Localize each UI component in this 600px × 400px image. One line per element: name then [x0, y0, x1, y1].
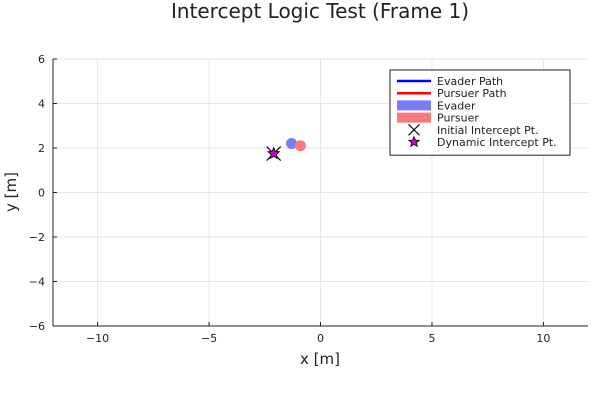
dynamic-intercept-pt-point — [266, 146, 281, 160]
legend-swatch-initial-intercept-pt — [408, 123, 420, 136]
legend-label-evader-path: Evader Path — [437, 75, 503, 88]
pursuer-point — [294, 140, 306, 152]
evader-point — [286, 138, 298, 150]
x-tick-label: 5 — [428, 332, 435, 345]
plot-area — [266, 138, 306, 161]
legend-label-dynamic-intercept-pt: Dynamic Intercept Pt. — [437, 136, 557, 149]
legend-swatch-dynamic-intercept-pt — [407, 135, 421, 148]
legend-label-pursuer: Pursuer — [437, 112, 479, 125]
y-tick-label: −6 — [29, 320, 45, 333]
y-tick-label: −2 — [29, 231, 45, 244]
legend-swatch-pursuer — [397, 112, 431, 123]
y-axis-label: y [m] — [2, 172, 20, 212]
legend-swatch-evader — [397, 100, 431, 111]
axes: −10 −5 0 5 10 −6 −4 −2 0 2 4 6 — [29, 53, 588, 345]
chart-title: Intercept Logic Test (Frame 1) — [171, 0, 469, 23]
legend-box — [389, 69, 571, 156]
legend-label-pursuer-path: Pursuer Path — [437, 87, 507, 100]
legend-label-initial-intercept-pt: Initial Intercept Pt. — [437, 124, 539, 137]
y-tick-label: 0 — [38, 187, 45, 200]
y-tick-label: −4 — [29, 276, 45, 289]
x-tick-label: −5 — [201, 332, 217, 345]
x-tick-label: 10 — [536, 332, 550, 345]
y-tick-label: 2 — [38, 142, 45, 155]
y-tick-label: 4 — [38, 98, 45, 111]
x-axis-label: x [m] — [300, 350, 340, 368]
x-tick-label: −10 — [86, 332, 109, 345]
y-tick-label: 6 — [38, 53, 45, 66]
legend-label-evader: Evader — [437, 99, 476, 112]
x-tick-label: 0 — [317, 332, 324, 345]
